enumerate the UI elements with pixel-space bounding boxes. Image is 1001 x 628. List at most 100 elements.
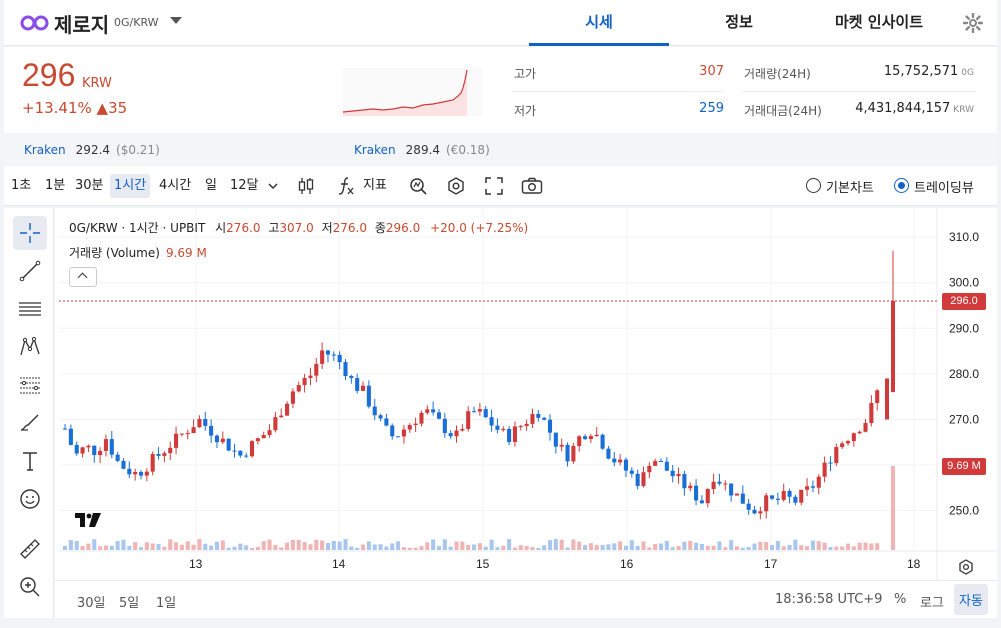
candle xyxy=(261,435,266,439)
volume-bar xyxy=(150,543,155,550)
text-tool[interactable] xyxy=(13,444,47,478)
candle xyxy=(828,462,833,464)
fib-tool[interactable] xyxy=(13,368,47,402)
trading-view-label[interactable]: 트레이딩뷰 xyxy=(914,181,974,196)
gear-icon[interactable] xyxy=(963,13,983,33)
volume-bar xyxy=(401,547,406,550)
interval-12m[interactable]: 12달 xyxy=(230,178,259,193)
volume-bar xyxy=(355,547,360,550)
volume-bar xyxy=(343,539,348,550)
crosshair-tool[interactable] xyxy=(13,216,47,250)
candle xyxy=(577,436,582,447)
kraken-link[interactable]: Kraken xyxy=(354,143,396,157)
volume-bar xyxy=(74,540,79,550)
volume-bar xyxy=(214,541,220,550)
trendline-icon xyxy=(19,260,41,282)
camera-icon[interactable] xyxy=(521,176,543,196)
interval-1m[interactable]: 1분 xyxy=(45,178,66,193)
volume-bar xyxy=(384,546,389,550)
volume-bar xyxy=(524,546,529,550)
auto-scale-button[interactable]: 자동 xyxy=(954,584,988,615)
interval-1h[interactable]: 1시간 xyxy=(110,174,151,198)
collapse-legend-button[interactable] xyxy=(69,267,97,287)
fullscreen-icon[interactable] xyxy=(484,176,504,196)
chevron-down-icon[interactable] xyxy=(170,17,182,24)
brush-tool[interactable] xyxy=(13,406,47,440)
volume-bar xyxy=(664,540,669,550)
volume-bar xyxy=(419,545,424,550)
zoom-tool[interactable] xyxy=(13,570,47,604)
candle xyxy=(127,468,132,475)
y-tick-label: 300.0 xyxy=(949,276,979,290)
candle xyxy=(542,417,547,420)
emoji-tool[interactable] xyxy=(13,482,47,516)
measure-tool[interactable] xyxy=(13,532,47,566)
chevron-down-icon[interactable] xyxy=(266,176,280,196)
x-tick-label: 13 xyxy=(189,557,203,571)
range-1d[interactable]: 1일 xyxy=(156,596,177,611)
candle xyxy=(472,411,477,413)
channel-tool[interactable] xyxy=(13,292,47,326)
candle xyxy=(238,450,243,456)
candle xyxy=(103,439,108,451)
volume-bar xyxy=(746,546,751,550)
drawing-tools xyxy=(4,208,54,618)
volume-bar xyxy=(729,540,734,550)
volume-bar xyxy=(162,546,167,550)
range-5d[interactable]: 5일 xyxy=(119,596,140,611)
candle xyxy=(740,493,745,504)
candle xyxy=(197,418,202,428)
volume-bar xyxy=(764,542,769,550)
volume-bar xyxy=(787,544,792,550)
candle xyxy=(156,454,161,456)
volume-bar xyxy=(658,543,664,550)
candle xyxy=(840,443,845,448)
pattern-tool[interactable] xyxy=(13,330,47,364)
volume-bar xyxy=(466,544,471,550)
candle xyxy=(793,496,798,503)
function-icon[interactable] xyxy=(336,176,356,196)
trading-view-radio[interactable] xyxy=(894,178,909,193)
candle xyxy=(629,470,634,474)
interval-day[interactable]: 일 xyxy=(205,178,217,193)
chart-settings-icon[interactable] xyxy=(957,558,975,576)
candle xyxy=(74,444,79,454)
volume-bar xyxy=(775,541,780,550)
candle xyxy=(641,472,646,486)
tradingview-logo-icon[interactable] xyxy=(75,512,101,533)
volume-bar xyxy=(676,545,681,550)
candle xyxy=(360,385,366,391)
candle xyxy=(109,439,114,455)
volume-bar xyxy=(740,547,745,550)
kraken-link[interactable]: Kraken xyxy=(24,143,66,157)
range-30d[interactable]: 30일 xyxy=(77,596,106,611)
interval-1s[interactable]: 1초 xyxy=(11,178,32,193)
compare-search-icon[interactable] xyxy=(408,176,428,196)
tab-info[interactable]: 정보 xyxy=(725,13,753,31)
indicator-button[interactable]: 지표 xyxy=(363,178,387,193)
volume-bar xyxy=(682,541,687,550)
settings-hexagon-icon[interactable] xyxy=(446,176,466,196)
log-scale-button[interactable]: 로그 xyxy=(920,596,944,611)
volume-bar xyxy=(308,544,313,550)
tab-price[interactable]: 시세 xyxy=(529,0,669,46)
basic-chart-label[interactable]: 기본차트 xyxy=(826,181,874,196)
volume-bar xyxy=(799,545,804,550)
interval-4h[interactable]: 4시간 xyxy=(159,178,192,193)
volume-bar xyxy=(285,542,290,550)
volume-bar xyxy=(863,542,868,550)
basic-chart-radio[interactable] xyxy=(806,178,821,193)
candle xyxy=(885,378,889,420)
trendline-tool[interactable] xyxy=(13,254,47,288)
tab-market-insight[interactable]: 마켓 인사이트 xyxy=(834,13,924,31)
candle xyxy=(168,447,173,454)
candle xyxy=(331,354,336,356)
volume-bar xyxy=(127,545,132,550)
percent-scale-button[interactable]: % xyxy=(894,592,907,607)
interval-30m[interactable]: 30분 xyxy=(75,178,104,193)
candle-type-icon[interactable] xyxy=(296,176,316,196)
volume-bar xyxy=(723,547,728,550)
